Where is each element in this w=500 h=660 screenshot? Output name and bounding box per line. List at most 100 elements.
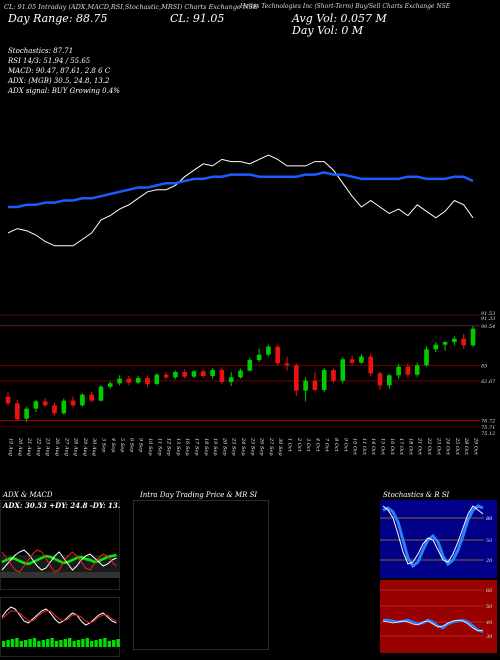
- macd-histogram-bar: [24, 640, 28, 647]
- candle-body: [210, 370, 215, 376]
- date-label: 11 Sep: [156, 438, 162, 456]
- date-label: 10 Sep: [147, 438, 153, 456]
- candle-body: [368, 356, 373, 374]
- date-label: 15 Oct: [380, 438, 386, 456]
- candle-body: [331, 370, 336, 381]
- date-label: 16 Sep: [184, 438, 190, 456]
- macd-histogram-bar: [15, 638, 19, 647]
- macd-histogram-bar: [81, 639, 85, 647]
- candle-body: [294, 365, 299, 391]
- day-range: Day Range: 88.75: [8, 12, 108, 25]
- price-line: [7, 154, 474, 247]
- price-axis-label: 85: [481, 363, 487, 369]
- candle-body: [238, 370, 243, 378]
- candle-body: [405, 366, 411, 375]
- candle-body: [321, 370, 327, 390]
- date-label: 28 Oct: [463, 437, 469, 456]
- moving-average-line: [8, 171, 474, 209]
- candle-body: [219, 370, 225, 382]
- candle-body: [387, 375, 392, 386]
- date-label: 5 Sep: [119, 438, 125, 453]
- candle-body: [275, 346, 280, 364]
- candle-body: [117, 378, 122, 384]
- stoch-level-label: 20: [485, 558, 493, 564]
- rsi-level-label: 30: [486, 634, 493, 640]
- candle-body: [284, 363, 290, 366]
- intraday-frame: [133, 500, 269, 650]
- macd-histogram-bar: [28, 639, 32, 647]
- candle-body: [442, 342, 448, 345]
- mrsi-line: [382, 619, 484, 632]
- candle-body: [61, 400, 67, 414]
- candle-body: [163, 374, 169, 378]
- candle-body: [340, 359, 346, 381]
- candle-body: [80, 394, 85, 406]
- candle-body: [201, 371, 206, 376]
- candle-body: [256, 354, 262, 360]
- price-axis-label: 90.54: [481, 324, 495, 330]
- candle-body: [182, 372, 187, 377]
- candle-body: [452, 338, 457, 342]
- date-label: 23 Oct: [435, 437, 441, 456]
- candle-body: [108, 383, 113, 387]
- candle-body: [33, 401, 39, 409]
- adx-signal-readout: ADX signal: BUY Growing 0.4%: [8, 87, 120, 95]
- date-label: 21 Aug: [26, 437, 32, 456]
- date-label: 30 Aug: [91, 438, 97, 456]
- date-label: 29 Oct: [473, 437, 479, 456]
- macd-histogram-bar: [98, 639, 103, 647]
- adx-values: ADX: 30.53 +DY: 24.8 -DY: 13.2: [2, 501, 120, 510]
- candle-body: [154, 374, 160, 384]
- candle-body: [396, 366, 401, 376]
- candle-body: [247, 360, 253, 371]
- date-label: 13 Sep: [175, 438, 181, 456]
- candle-body: [52, 405, 57, 414]
- day-volume: Day Vol: 0 M: [292, 24, 364, 37]
- date-label: 3 Sep: [101, 438, 107, 453]
- macd-histogram-bar: [63, 639, 67, 647]
- stoch-k-line: [382, 504, 484, 569]
- date-label: 27 Sep: [268, 437, 274, 456]
- date-label: 27 Aug: [63, 437, 69, 456]
- date-label: 20 Aug: [17, 437, 23, 456]
- macd-histogram-bar: [50, 638, 54, 647]
- minus-di-line: [1, 549, 117, 573]
- date-label: 21 Oct: [417, 437, 423, 456]
- macd-histogram-bar: [10, 639, 15, 647]
- date-label: 10 Oct: [352, 438, 358, 456]
- date-label: 2 Oct: [296, 437, 302, 453]
- date-label: 6 Sep: [128, 438, 134, 453]
- macd-histogram-bar: [68, 638, 72, 647]
- candle-body: [266, 346, 271, 355]
- date-label: 24 Oct: [445, 437, 451, 456]
- adx-panel-title: ADX & MACD: [3, 491, 53, 499]
- date-label: 16 Oct: [389, 438, 395, 456]
- candle-body: [433, 344, 439, 350]
- date-label: 8 Oct: [333, 438, 339, 453]
- candle-body: [424, 349, 429, 366]
- close-price: CL: 91.05: [170, 12, 225, 25]
- date-label: 18 Sep: [203, 438, 209, 456]
- adx-band: [0, 555, 120, 573]
- date-label: 22 Aug: [35, 437, 41, 456]
- candle-body: [470, 328, 476, 346]
- adx-panel: ADX: 30.53 +DY: 24.8 -DY: 13.2: [0, 500, 120, 590]
- date-label: 4 Oct: [314, 437, 320, 453]
- price-axis-label: 76.72: [481, 419, 495, 425]
- candle-body: [24, 408, 29, 419]
- stochastics-readout: Stochastics: 87.71: [8, 47, 74, 55]
- candle-body: [98, 386, 104, 401]
- macd-histogram-bar: [46, 639, 50, 647]
- date-label: 23 Sep: [231, 437, 237, 456]
- date-label: 22 Oct: [426, 437, 432, 456]
- candle-body: [126, 378, 132, 383]
- candle-body: [303, 380, 308, 391]
- candle-body: [5, 396, 11, 404]
- adx-lower-band: [0, 572, 120, 578]
- date-label: 14 Oct: [370, 438, 376, 456]
- macd-signal-line: [1, 610, 117, 624]
- date-label: 9 Sep: [138, 438, 144, 453]
- candle-body: [135, 378, 141, 383]
- date-label: 25 Sep: [249, 437, 255, 456]
- date-label: 30 Sep: [277, 438, 283, 456]
